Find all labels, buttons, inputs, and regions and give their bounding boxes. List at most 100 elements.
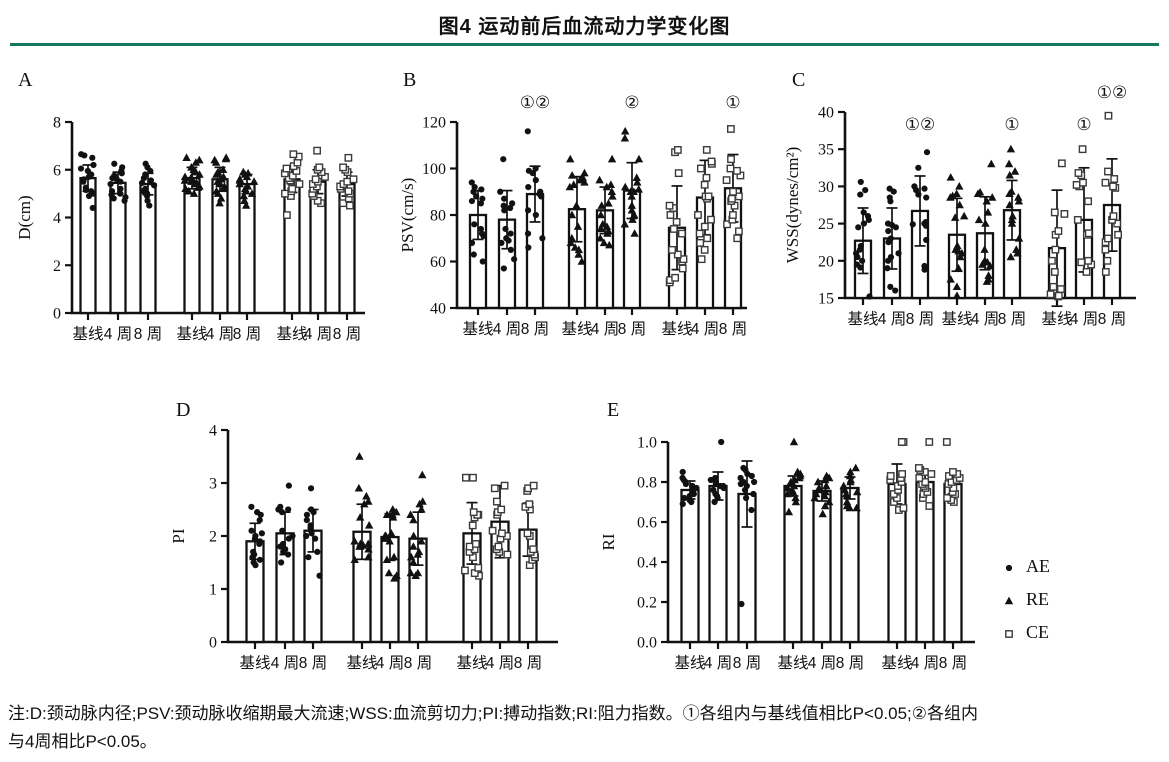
significance-annotation: ① — [1004, 115, 1019, 134]
x-tick-label: 基线 — [661, 320, 692, 338]
x-tick-label: 4 周 — [704, 655, 732, 672]
x-tick-label: 4 周 — [591, 321, 619, 338]
x-tick-label: 8 周 — [299, 655, 327, 672]
axes — [838, 110, 1136, 305]
significance-annotation: ①② — [1097, 83, 1127, 102]
x-tick-label: 基线 — [777, 654, 808, 672]
scatter-points — [521, 481, 539, 570]
legend-label: RE — [1026, 589, 1050, 609]
y-tick-label: 0.2 — [637, 595, 657, 612]
bar-AE-4 周 — [708, 484, 728, 644]
scatter-points — [565, 154, 589, 265]
x-tick-label: 4 周 — [493, 321, 521, 338]
scatter-points — [336, 153, 358, 210]
x-tick-label: 基线 — [346, 654, 377, 672]
circle-marker-icon — [1005, 564, 1013, 571]
scatter-points — [235, 167, 259, 209]
significance-annotation: ①② — [520, 93, 550, 112]
y-tick-label: 2 — [209, 529, 217, 546]
y-tick-label: 100 — [422, 161, 446, 178]
scatter-points — [210, 153, 231, 207]
y-tick-label: 60 — [430, 254, 446, 271]
scatter-points — [722, 125, 745, 243]
scatter-points — [942, 438, 964, 506]
x-tick-label: 4 周 — [206, 326, 234, 343]
scatter-points — [839, 463, 862, 512]
axes — [65, 120, 365, 320]
scatter-points — [380, 505, 401, 582]
y-tick-label: 40 — [430, 301, 446, 318]
scatter-points — [1072, 145, 1096, 276]
legend-label: CE — [1026, 622, 1050, 642]
scatter-points — [280, 150, 304, 220]
axes — [221, 428, 558, 649]
scatter-points — [248, 503, 265, 569]
scatter-points — [406, 470, 427, 579]
y-tick-label: 35 — [818, 142, 834, 159]
x-tick-label: 基线 — [1041, 310, 1072, 328]
y-tick-label: 2 — [53, 258, 61, 275]
y-tick-label: 8 — [53, 115, 61, 132]
y-tick-label: 0.4 — [637, 555, 657, 572]
x-tick-label: 8 周 — [618, 321, 646, 338]
figure-title: 图4 运动前后血流动力学变化图 — [438, 16, 731, 38]
scatter-points — [620, 126, 644, 237]
x-tick-label: 基线 — [276, 325, 307, 343]
figure-footnote: 注:D:颈动脉内径;PSV:颈动脉收缩期最大流速;WSS:血流剪切力;PI:搏动… — [8, 700, 1163, 755]
y-axis-label: PI — [169, 528, 188, 543]
y-tick-label: 40 — [818, 105, 834, 122]
scatter-points — [180, 153, 204, 197]
scatter-points — [665, 145, 688, 287]
scatter-points — [524, 128, 546, 251]
x-tick-label: 8 周 — [233, 326, 261, 343]
x-tick-label: 基线 — [72, 325, 103, 343]
x-tick-label: 4 周 — [486, 655, 514, 672]
scatter-points — [783, 437, 805, 516]
footnote-line-1: 注:D:颈动脉内径;PSV:颈动脉收缩期最大流速;WSS:血流剪切力;PI:搏动… — [8, 704, 978, 723]
x-tick-label: 8 周 — [719, 321, 747, 338]
bar-RE-基线 — [783, 484, 803, 644]
scatter-points — [810, 471, 834, 518]
axes — [450, 120, 747, 315]
scatter-points — [914, 438, 936, 510]
x-tick-label: 基线 — [561, 320, 592, 338]
scatter-points — [461, 473, 483, 580]
scatter-points — [77, 151, 97, 212]
x-tick-label: 基线 — [941, 310, 972, 328]
scatter-points — [694, 145, 716, 264]
x-tick-label: 基线 — [674, 654, 705, 672]
x-tick-label: 4 周 — [911, 655, 939, 672]
error-bar — [914, 175, 926, 247]
panel-label-D: D — [176, 399, 190, 421]
y-tick-label: 4 — [53, 210, 61, 227]
y-axis-label: D(cm) — [15, 195, 34, 239]
bar-CE-8 周 — [943, 482, 963, 644]
scatter-points — [468, 179, 487, 265]
x-tick-label: 4 周 — [971, 311, 999, 328]
scatter-points — [595, 154, 617, 249]
x-tick-label: 8 周 — [1098, 311, 1126, 328]
legend-label: AE — [1026, 556, 1050, 576]
legend-item-CE: CE — [1002, 616, 1050, 649]
x-tick-label: 8 周 — [404, 655, 432, 672]
x-tick-label: 8 周 — [906, 311, 934, 328]
significance-annotation: ① — [725, 93, 740, 112]
triangle-marker-icon — [1004, 596, 1014, 604]
y-tick-label: 4 — [209, 423, 217, 440]
y-tick-label: 80 — [430, 208, 446, 225]
x-tick-label: 基线 — [176, 325, 207, 343]
scatter-points — [488, 481, 512, 559]
panel-label-C: C — [792, 69, 805, 91]
significance-annotation: ② — [624, 93, 639, 112]
x-tick-label: 8 周 — [333, 326, 361, 343]
y-tick-label: 3 — [209, 476, 217, 493]
scatter-points — [350, 452, 374, 564]
axes — [661, 440, 975, 649]
y-tick-label: 20 — [818, 253, 834, 270]
scatter-points — [884, 185, 902, 294]
